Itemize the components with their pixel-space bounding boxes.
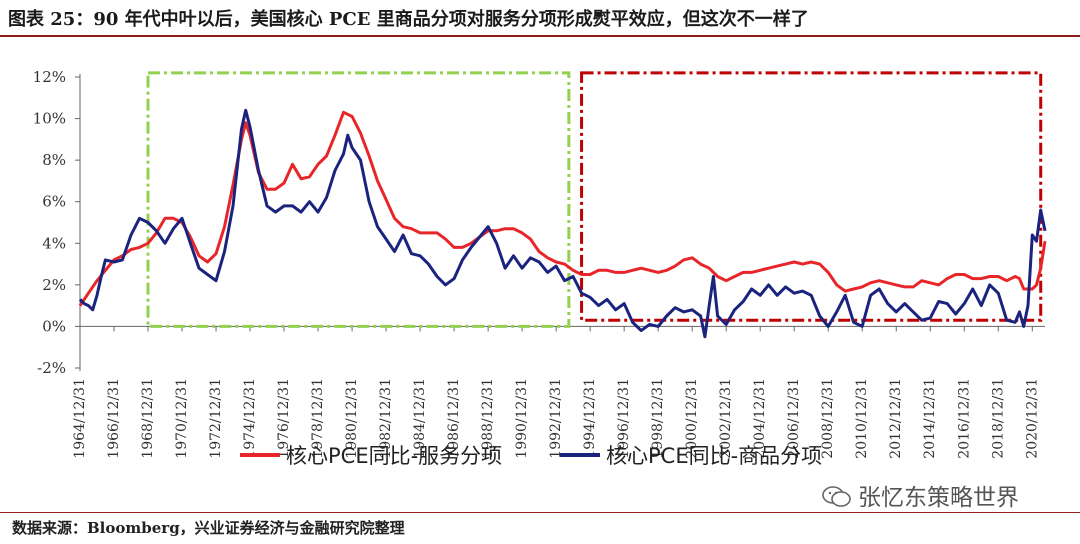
title-bar: 图表 25：90 年代中叶以后，美国核心 PCE 里商品分项对服务分项形成熨平效… xyxy=(0,0,1080,37)
source-rule xyxy=(0,512,1080,513)
x-tick-label: 2008/12/31 xyxy=(820,378,836,459)
title-rule xyxy=(0,35,1080,37)
x-tick-label: 2004/12/31 xyxy=(752,378,768,459)
legend-label-services: 核心PCE同比-服务分项 xyxy=(286,444,502,468)
green-highlight-box xyxy=(146,71,571,328)
y-tick-label: 8% xyxy=(42,151,66,169)
x-tick-label: 2020/12/31 xyxy=(1024,378,1040,459)
legend-label-goods: 核心PCE同比-商品分项 xyxy=(606,444,822,468)
legend: 核心PCE同比-服务分项 核心PCE同比-商品分项 xyxy=(240,444,822,468)
x-tick-label: 2018/12/31 xyxy=(990,378,1006,459)
x-tick-label: 1978/12/31 xyxy=(310,378,326,459)
x-tick-label: 1998/12/31 xyxy=(650,378,666,459)
highlight-boxes xyxy=(146,71,1043,328)
y-tick-label: 4% xyxy=(42,234,66,252)
y-tick-label: -2% xyxy=(37,359,66,377)
series-line-services xyxy=(78,110,1047,307)
x-tick-label: 1992/12/31 xyxy=(548,378,564,459)
wechat-icon xyxy=(822,486,851,507)
x-tick-label: 1974/12/31 xyxy=(242,378,258,459)
x-tick-label: 2012/12/31 xyxy=(888,378,904,459)
figure-title: 图表 25：90 年代中叶以后，美国核心 PCE 里商品分项对服务分项形成熨平效… xyxy=(8,9,809,30)
x-tick-label: 1988/12/31 xyxy=(480,378,496,459)
source-note: 数据来源：Bloomberg，兴业证券经济与金融研究院整理 xyxy=(12,519,405,537)
x-tick-label: 1982/12/31 xyxy=(378,378,394,459)
x-tick-label: 1968/12/31 xyxy=(140,378,156,459)
x-tick-label: 2006/12/31 xyxy=(786,378,802,459)
x-tick-label: 2002/12/31 xyxy=(718,378,734,459)
x-tick-label: 1984/12/31 xyxy=(412,378,428,459)
x-tick-label: 2014/12/31 xyxy=(922,378,938,459)
y-tick-label: 2% xyxy=(42,276,66,294)
watermark-text: 张忆东策略世界 xyxy=(858,485,1019,511)
chart: -2% 0% 2% 4% 6% 8% 10% 12% 1964/12/31 1966/12/31… xyxy=(33,68,1047,468)
y-tick-label: 6% xyxy=(42,193,66,211)
x-tick-label: 1970/12/31 xyxy=(174,378,190,459)
x-tick-label: 1972/12/31 xyxy=(208,378,224,459)
x-tick-label: 1986/12/31 xyxy=(446,378,462,459)
watermark: 张忆东策略世界 xyxy=(822,478,1019,512)
y-tick-label: 0% xyxy=(42,317,66,335)
x-tick-label: 1994/12/31 xyxy=(582,378,598,459)
y-axis: -2% 0% 2% 4% 6% 8% 10% 12% xyxy=(33,68,81,377)
x-tick-label: 2000/12/31 xyxy=(684,378,700,459)
x-tick-label: 1980/12/31 xyxy=(344,378,360,459)
y-tick-label: 10% xyxy=(33,110,66,128)
series-line-goods xyxy=(78,108,1047,339)
red-highlight-box xyxy=(580,71,1043,322)
x-tick-label: 1996/12/31 xyxy=(616,378,632,459)
x-axis: 1964/12/31 1966/12/31 1968/12/31 1970/12/31… xyxy=(72,325,1045,459)
series-lines xyxy=(78,108,1047,339)
y-tick-label: 12% xyxy=(33,68,66,86)
x-tick-label: 1964/12/31 xyxy=(72,378,88,459)
x-tick-label: 1976/12/31 xyxy=(276,378,292,459)
x-tick-label: 2010/12/31 xyxy=(854,378,870,459)
x-tick-label: 1966/12/31 xyxy=(106,378,122,459)
x-tick-label: 1990/12/31 xyxy=(514,378,530,459)
x-tick-label: 2016/12/31 xyxy=(956,378,972,459)
